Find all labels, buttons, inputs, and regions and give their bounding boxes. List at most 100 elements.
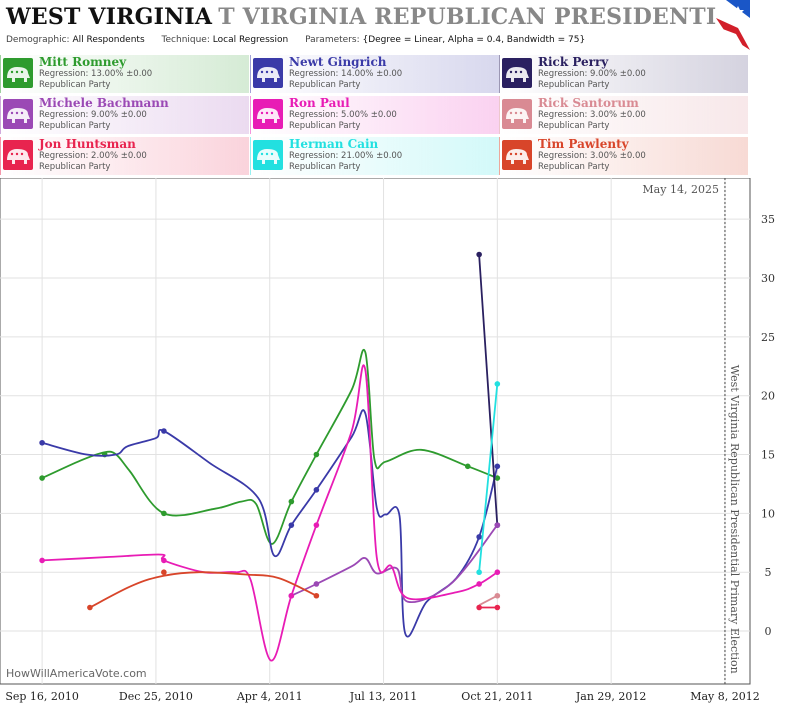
- x-tick-label: Dec 25, 2010: [119, 690, 193, 703]
- chart-title: West Virginia Republican Presidential Pr…: [728, 365, 741, 674]
- x-tick-label: Sep 16, 2010: [5, 690, 79, 703]
- data-point: [476, 604, 482, 611]
- series-group: [476, 381, 501, 576]
- date-annotation: May 14, 2025: [642, 183, 719, 196]
- data-point: [288, 498, 295, 505]
- data-point: [161, 557, 167, 564]
- x-tick-label: Oct 21, 2011: [461, 690, 533, 703]
- data-point: [39, 557, 45, 564]
- elephant-icon: [3, 58, 33, 88]
- candidate-card: Newt Gingrich Regression: 14.00% ±0.00 Rep…: [250, 55, 499, 93]
- candidate-regression: Regression: 14.00% ±0.00: [289, 69, 403, 79]
- candidate-name: Rick Santorum: [538, 96, 639, 110]
- candidate-party: Republican Party: [289, 162, 361, 172]
- candidate-name: Rick Perry: [538, 55, 609, 69]
- candidate-regression: Regression: 2.00% ±0.00: [39, 151, 147, 161]
- data-point: [288, 592, 295, 599]
- title-main: WEST VIRGINIA: [6, 4, 213, 30]
- x-tick-label: Apr 4, 2011: [236, 690, 303, 703]
- candidate-regression: Regression: 5.00% ±0.00: [289, 110, 397, 120]
- elephant-icon: [502, 140, 532, 170]
- data-point: [313, 487, 320, 493]
- elephant-icon: [253, 99, 283, 129]
- candidate-legend: Mitt Romney Regression: 13.00% ±0.00 Repub…: [0, 55, 789, 176]
- elephant-icon: [502, 99, 532, 129]
- candidate-regression: Regression: 9.00% ±0.00: [538, 69, 646, 79]
- series-line: [478, 383, 499, 573]
- candidate-card: Herman Cain Regression: 21.00% ±0.00 Repub…: [250, 137, 499, 175]
- data-point: [39, 439, 45, 446]
- data-point: [494, 381, 501, 387]
- x-tick-label: May 8, 2012: [690, 690, 760, 703]
- elephant-icon: [3, 140, 33, 170]
- x-tick-label: Jan 29, 2012: [575, 690, 647, 703]
- candidate-regression: Regression: 9.00% ±0.00: [39, 110, 147, 120]
- elephant-icon: [253, 140, 283, 170]
- candidate-name: Jon Huntsman: [39, 137, 136, 151]
- regression-chart: 0 5 10 15 20 25 30 35 Sep 16, 2010 Dec 25, 2010 Ap…: [0, 178, 775, 703]
- x-tick-label: Jul 13, 2011: [349, 690, 418, 703]
- technique-label: Technique:: [161, 35, 210, 45]
- data-point: [494, 604, 501, 611]
- y-tick-label: 25: [761, 331, 775, 344]
- candidate-party: Republican Party: [39, 162, 111, 172]
- demographic-label: Demographic:: [6, 35, 70, 45]
- candidate-party: Republican Party: [538, 162, 610, 172]
- data-point: [494, 475, 501, 481]
- candidate-card: Michele Bachmann Regression: 9.00% ±0.00 R…: [0, 96, 249, 134]
- data-point: [494, 592, 501, 599]
- candidate-card: Rick Perry Regression: 9.00% ±0.00 Republi…: [499, 55, 748, 93]
- parameters-label: Parameters:: [305, 35, 360, 45]
- data-point: [476, 569, 482, 576]
- y-tick-label: 30: [761, 272, 775, 285]
- data-point: [288, 522, 295, 528]
- series-line: [41, 409, 499, 638]
- series-group: [39, 364, 501, 662]
- candidate-card: Ron Paul Regression: 5.00% ±0.00 Republica…: [250, 96, 499, 134]
- data-point: [313, 581, 320, 587]
- candidate-party: Republican Party: [39, 80, 111, 90]
- elephant-icon: [3, 99, 33, 129]
- candidate-card: Jon Huntsman Regression: 2.00% ±0.00 Repub…: [0, 137, 249, 175]
- candidate-card: Rick Santorum Regression: 3.00% ±0.00 Repu…: [499, 96, 748, 134]
- candidate-party: Republican Party: [289, 121, 361, 131]
- y-tick-label: 20: [761, 390, 775, 403]
- y-tick-label: 10: [761, 507, 775, 520]
- plot-area: [0, 178, 751, 685]
- candidate-party: Republican Party: [538, 121, 610, 131]
- series-group: [478, 592, 501, 606]
- y-tick-label: 35: [761, 213, 775, 226]
- demographic-value: All Respondents: [72, 35, 145, 45]
- candidate-card: Tim Pawlenty Regression: 3.00% ±0.00 Repub…: [499, 137, 748, 175]
- series-line: [291, 524, 499, 604]
- candidate-name: Herman Cain: [289, 137, 379, 151]
- title-sub: T VIRGINIA REPUBLICAN PRESIDENTIAL PRIMA: [218, 4, 750, 30]
- data-point: [161, 428, 167, 434]
- series-line: [89, 571, 317, 609]
- parameters-value: {Degree = Linear, Alpha = 0.4, Bandwidth…: [362, 35, 586, 45]
- data-point: [494, 522, 501, 528]
- data-point: [313, 592, 320, 599]
- data-point: [313, 522, 320, 528]
- data-point: [87, 604, 93, 611]
- y-tick-label: 15: [761, 449, 775, 462]
- candidate-party: Republican Party: [289, 80, 361, 90]
- candidate-regression: Regression: 3.00% ±0.00: [538, 110, 646, 120]
- header: WEST VIRGINIA T VIRGINIA REPUBLICAN PRESI…: [0, 0, 750, 50]
- candidate-card: Mitt Romney Regression: 13.00% ±0.00 Repub…: [0, 55, 249, 93]
- series-line: [478, 254, 499, 526]
- technique-value: Local Regression: [212, 35, 289, 45]
- data-point: [161, 569, 167, 576]
- data-point: [39, 475, 45, 481]
- candidate-regression: Regression: 3.00% ±0.00: [538, 151, 646, 161]
- data-point: [313, 451, 320, 458]
- flag-logo-icon: [716, 0, 750, 50]
- series-group: [39, 409, 501, 638]
- elephant-icon: [502, 58, 532, 88]
- candidate-regression: Regression: 21.00% ±0.00: [289, 151, 403, 161]
- data-point: [476, 581, 482, 587]
- data-point: [494, 569, 501, 576]
- candidate-name: Michele Bachmann: [39, 96, 169, 110]
- page-title: WEST VIRGINIA T VIRGINIA REPUBLICAN PRESI…: [6, 4, 750, 30]
- y-tick-label: 5: [765, 566, 772, 579]
